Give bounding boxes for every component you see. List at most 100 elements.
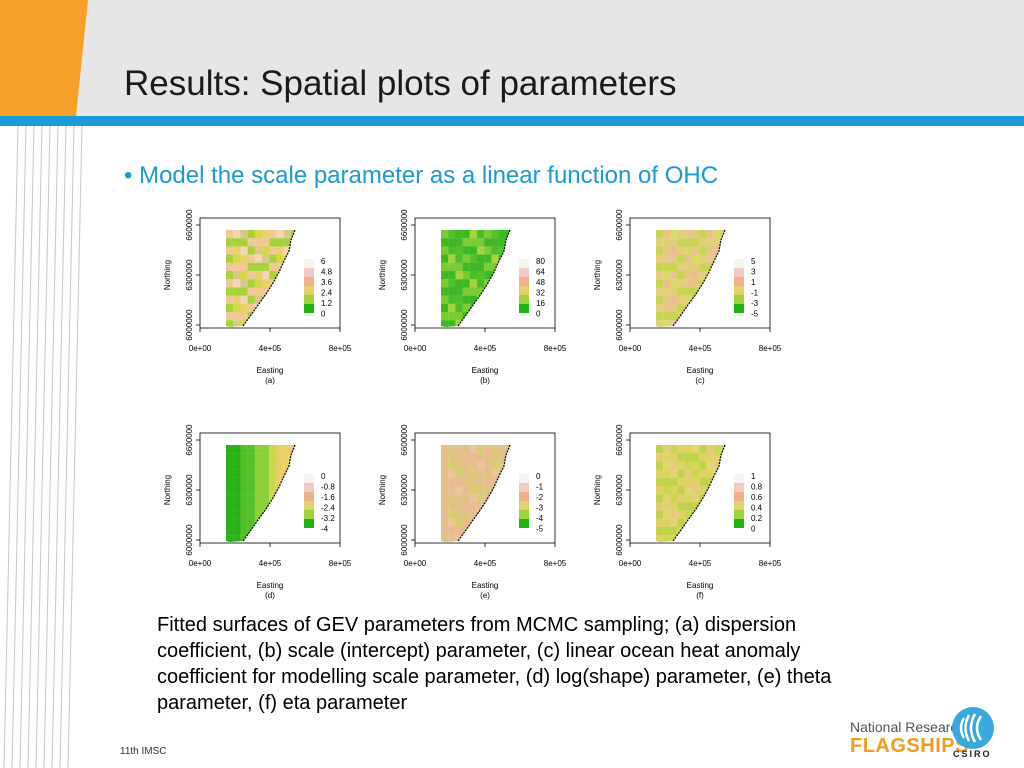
coastline: [672, 229, 726, 327]
x-tick-label: 8e+05: [544, 344, 567, 353]
coastline: [672, 444, 726, 542]
y-axis-label: Northing: [163, 260, 172, 290]
x-tick-label: 0e+00: [619, 344, 642, 353]
y-tick-label: 6600000: [615, 424, 624, 456]
y-axis-label: Northing: [593, 260, 602, 290]
legend-label: 1: [751, 472, 756, 481]
heatmap-panel: 0 -0.8 -1.6 -2.4 -3.2 -4 0e+00 4e+05 8e+05 600000…: [158, 420, 368, 610]
coastline: [242, 444, 296, 542]
x-tick-label: 8e+05: [544, 559, 567, 568]
legend-label: 0: [751, 525, 756, 534]
legend-label: -2: [536, 493, 544, 502]
heatmap-surface: [226, 445, 295, 542]
heatmap-panel: 80 64 48 32 16 0 0e+00 4e+05 8e+05 6000000 6300000…: [373, 205, 583, 395]
logo-line1: National Research: [850, 719, 966, 735]
legend-colorbar: [519, 474, 529, 528]
y-tick-label: 6000000: [400, 309, 409, 341]
y-tick-label: 6600000: [400, 209, 409, 241]
legend-label: 0: [321, 472, 326, 481]
legend-label: 3: [751, 268, 756, 277]
x-tick-label: 8e+05: [329, 559, 352, 568]
legend-label: -1: [751, 289, 759, 298]
slide-title: Results: Spatial plots of parameters: [124, 64, 677, 103]
legend-label: -4: [321, 525, 329, 534]
panel-label: (c): [695, 376, 705, 385]
legend-colorbar: [734, 259, 744, 313]
decorative-stripes: [0, 0, 88, 768]
legend-label: 0: [536, 310, 541, 319]
csiro-logo-icon: [952, 707, 994, 749]
header-rule: [0, 116, 1024, 126]
legend-label: 2.4: [321, 289, 333, 298]
x-tick-label: 4e+05: [474, 559, 497, 568]
x-tick-label: 4e+05: [474, 344, 497, 353]
x-tick-label: 4e+05: [259, 559, 282, 568]
y-tick-label: 6000000: [615, 309, 624, 341]
legend-colorbar: [304, 259, 314, 313]
y-tick-label: 6300000: [400, 259, 409, 291]
y-tick-label: 6300000: [615, 259, 624, 291]
coastline: [457, 444, 511, 542]
y-tick-label: 6300000: [615, 474, 624, 506]
heatmap-chart: 1 0.80.6 0.40.2 0 0e+00 4e+05 8e+05 6000000 6300…: [593, 424, 782, 600]
heatmap-panel: 0 -1 -2 -3 -4 -5 0e+00 4e+05 8e+05 6000000 6300000…: [373, 420, 583, 610]
y-tick-label: 6300000: [185, 474, 194, 506]
panel-label: (e): [480, 591, 490, 600]
legend-label: 48: [536, 278, 545, 287]
coastline: [457, 229, 511, 327]
heatmap-chart: 6 4.83.6 2.41.2 0 0e+00 4e+05 8e+05 6000000 6300…: [163, 209, 352, 385]
x-tick-label: 0e+00: [404, 559, 427, 568]
coastline: [242, 229, 296, 327]
panel-label: (b): [480, 376, 490, 385]
y-tick-label: 6600000: [185, 209, 194, 241]
legend-label: 16: [536, 299, 545, 308]
x-tick-label: 8e+05: [759, 344, 782, 353]
y-tick-label: 6000000: [615, 524, 624, 556]
legend-label: -2.4: [321, 504, 335, 513]
legend-label: 6: [321, 257, 326, 266]
y-axis-label: Northing: [163, 475, 172, 505]
x-axis-label: Easting: [687, 581, 714, 590]
heatmap-surface: [441, 445, 510, 542]
x-axis-label: Easting: [687, 366, 714, 375]
panel-label: (f): [696, 591, 704, 600]
x-tick-label: 8e+05: [759, 559, 782, 568]
x-tick-label: 4e+05: [689, 344, 712, 353]
x-axis-label: Easting: [472, 366, 499, 375]
legend-label: -0.8: [321, 483, 335, 492]
x-axis-label: Easting: [257, 366, 284, 375]
heatmap-panel: 1 0.8 0.6 0.4 0.2 0 0e+00 4e+05 8e+05 6000000 6300…: [588, 420, 798, 610]
header-band: [0, 0, 1024, 118]
heatmap-chart: 5 31 -1-3 -5 0e+00 4e+05 8e+05 6000000 6300000 66…: [593, 209, 782, 385]
legend-label: 32: [536, 289, 545, 298]
legend-label: -3.2: [321, 514, 335, 523]
legend-label: 64: [536, 268, 545, 277]
logo-line2: FLAGSHIPS: [850, 735, 969, 757]
legend-label: -4: [536, 514, 544, 523]
x-tick-label: 0e+00: [619, 559, 642, 568]
x-tick-label: 0e+00: [404, 344, 427, 353]
flagships-logo: National Research FLAGSHIPS: [850, 719, 969, 758]
legend-label: 1.2: [321, 299, 333, 308]
bullet-point: • Model the scale parameter as a linear …: [124, 162, 719, 189]
x-tick-label: 4e+05: [689, 559, 712, 568]
legend-label: 0: [321, 310, 326, 319]
y-tick-label: 6600000: [400, 424, 409, 456]
heatmap-chart: 0 -1-2 -3-4 -5 0e+00 4e+05 8e+05 6000000 6300000…: [378, 424, 567, 600]
legend-label: 3.6: [321, 278, 333, 287]
legend-label: 0.4: [751, 504, 763, 513]
csiro-wordmark: CSIRO: [953, 749, 992, 759]
legend-label: -1.6: [321, 493, 335, 502]
legend-colorbar: [519, 259, 529, 313]
x-tick-label: 0e+00: [189, 559, 212, 568]
heatmap-panel: 6 4.8 3.6 2.4 1.2 0 0e+00 4e+05 8e+05 6000000 6300…: [158, 205, 368, 395]
y-tick-label: 6600000: [615, 209, 624, 241]
legend-label: -5: [536, 525, 544, 534]
y-axis-label: Northing: [378, 475, 387, 505]
x-tick-label: 8e+05: [329, 344, 352, 353]
y-tick-label: 6000000: [185, 524, 194, 556]
y-axis-label: Northing: [378, 260, 387, 290]
legend-label: 1: [751, 278, 756, 287]
y-tick-label: 6300000: [185, 259, 194, 291]
heatmap-surface: [656, 230, 725, 327]
